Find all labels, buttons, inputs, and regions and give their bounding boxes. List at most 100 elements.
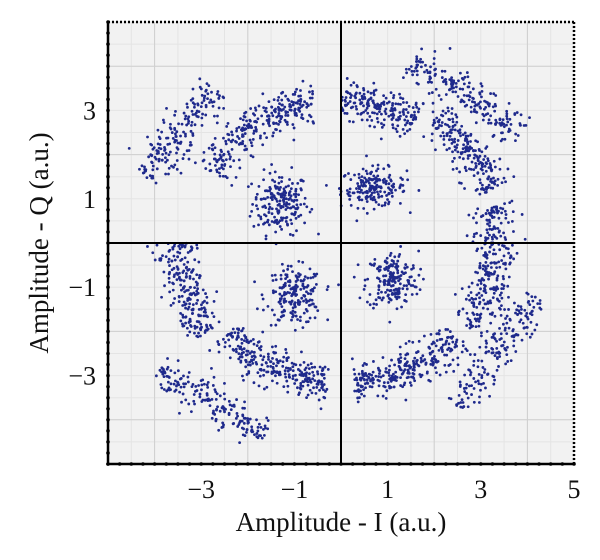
data-point [352, 368, 356, 371]
data-point [474, 319, 478, 323]
axis-tick-dot [467, 462, 471, 466]
data-point [398, 345, 402, 349]
data-point [383, 203, 387, 207]
data-point [390, 118, 394, 121]
data-point [472, 216, 475, 220]
data-point [404, 293, 408, 297]
data-point [188, 317, 192, 321]
data-point [172, 275, 176, 279]
data-point [355, 107, 358, 111]
data-point [297, 193, 300, 197]
data-point [184, 382, 188, 386]
data-point [311, 302, 315, 306]
data-point [417, 110, 420, 114]
data-point [440, 346, 444, 350]
data-point [456, 95, 460, 98]
data-point [167, 166, 171, 170]
data-point [364, 169, 368, 173]
data-point [175, 278, 179, 282]
data-point [491, 311, 494, 315]
data-point [230, 183, 234, 187]
data-point [288, 104, 292, 107]
data-point [251, 361, 255, 365]
data-point [456, 356, 460, 360]
data-point [258, 422, 261, 426]
data-point [484, 267, 488, 270]
data-point [476, 317, 480, 321]
data-point [511, 334, 515, 338]
axis-tick-dot [106, 373, 110, 378]
y-tick-label: −1 [68, 273, 96, 302]
data-point [378, 110, 381, 114]
data-point [188, 302, 192, 306]
data-point [398, 253, 402, 256]
data-point [415, 60, 418, 63]
data-point [302, 299, 305, 303]
data-point [489, 301, 493, 305]
data-point [356, 182, 360, 185]
data-point [371, 185, 375, 189]
data-point [476, 159, 480, 162]
axis-tick-dot [106, 285, 110, 290]
data-point [285, 202, 289, 206]
data-point [491, 374, 495, 378]
data-point [516, 333, 520, 337]
data-point [235, 350, 238, 354]
data-point [174, 110, 177, 113]
data-point [311, 275, 315, 279]
data-point [198, 395, 202, 399]
data-point [500, 291, 503, 295]
data-point [241, 433, 245, 437]
data-point [162, 388, 166, 391]
data-point [405, 169, 409, 173]
data-point [353, 378, 357, 382]
data-point [228, 157, 232, 161]
data-point [385, 389, 389, 393]
data-point [479, 382, 483, 386]
data-point [289, 187, 293, 191]
data-point [429, 65, 432, 69]
data-point [363, 382, 367, 386]
data-point [365, 154, 368, 158]
data-point [270, 207, 274, 211]
data-point [463, 104, 467, 108]
axis-tick-dot [106, 318, 110, 323]
data-point [376, 192, 380, 196]
data-point [405, 71, 409, 75]
data-point [516, 134, 520, 137]
data-point [415, 351, 418, 354]
data-point [356, 206, 360, 210]
data-point [247, 371, 251, 375]
data-point [348, 194, 352, 198]
data-point [441, 131, 445, 134]
data-point [205, 82, 209, 86]
data-point [461, 344, 465, 348]
data-point [475, 313, 479, 316]
axis-tick-dot [350, 462, 355, 466]
data-point [208, 162, 212, 166]
data-point [398, 366, 402, 369]
data-point [178, 377, 182, 381]
data-point [390, 191, 394, 195]
data-point [240, 129, 244, 133]
data-point [182, 382, 185, 386]
data-point [176, 359, 180, 363]
data-point [368, 293, 372, 296]
data-point [383, 201, 387, 205]
data-point [377, 296, 381, 299]
data-point [501, 131, 504, 135]
data-point [389, 91, 393, 95]
axis-tick-dot [106, 42, 110, 46]
data-point [297, 260, 301, 263]
data-point [195, 283, 199, 287]
data-point [397, 279, 400, 283]
data-point [478, 296, 481, 300]
data-point [190, 385, 194, 389]
data-point [284, 208, 288, 211]
data-point [188, 276, 192, 280]
data-point [307, 367, 311, 371]
data-point [223, 162, 227, 166]
data-point [489, 179, 492, 183]
data-point [262, 168, 266, 171]
data-point [498, 326, 501, 330]
